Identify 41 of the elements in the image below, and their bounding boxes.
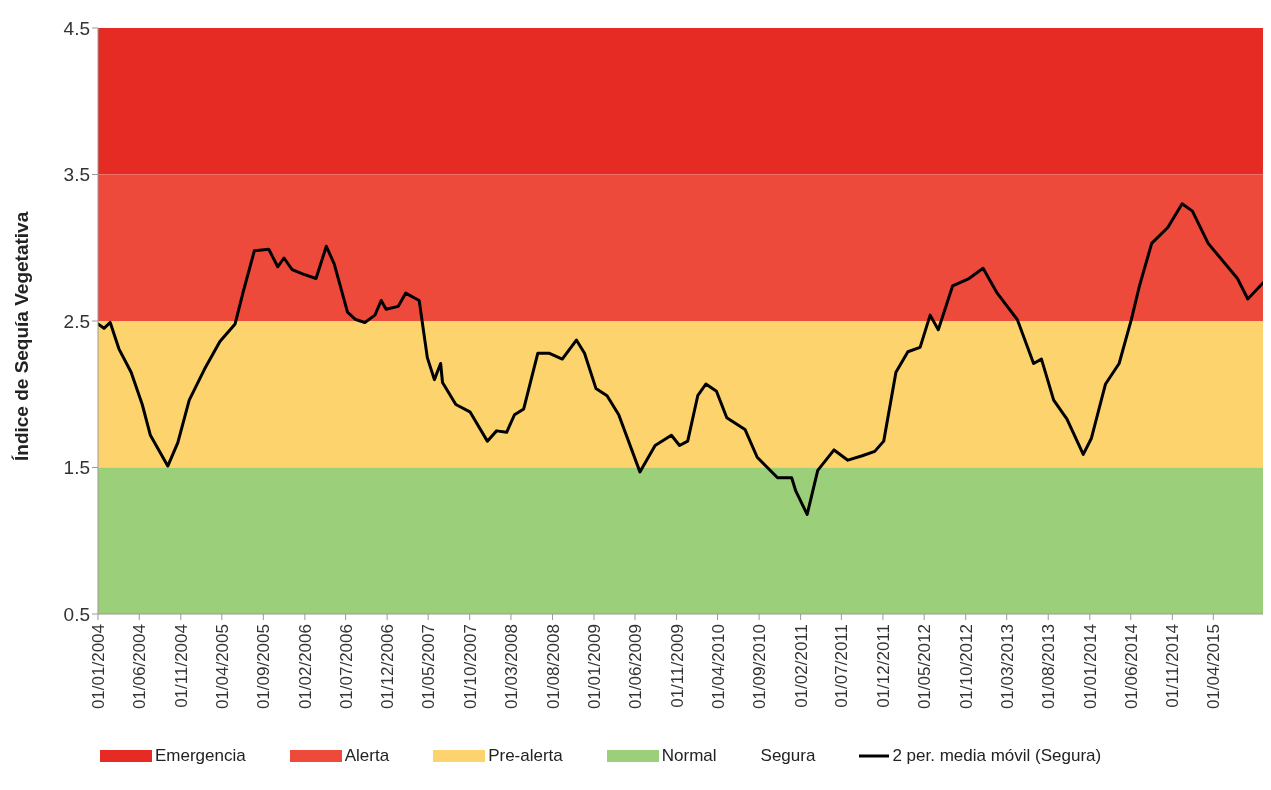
x-tick-label: 01/04/2010 xyxy=(708,624,728,710)
x-tick-label: 01/01/2009 xyxy=(585,624,605,710)
y-tick-label: 2.5 xyxy=(63,310,90,332)
x-tick-label: 01/10/2012 xyxy=(956,624,976,710)
x-tick-label: 01/03/2008 xyxy=(502,624,522,710)
text: Segura xyxy=(760,746,816,766)
legend-label: Alerta xyxy=(344,746,390,766)
legend-label: Pre-alerta xyxy=(488,746,563,766)
y-tick-label: 0.5 xyxy=(63,603,90,625)
x-tick-label: 01/03/2013 xyxy=(997,624,1017,710)
x-tick-label: 01/02/2011 xyxy=(791,624,811,708)
x-tick-label: 01/06/2009 xyxy=(626,624,646,710)
x-tick-label: 01/01/2004 xyxy=(89,624,109,710)
x-tick-label: 01/05/2012 xyxy=(915,624,935,710)
x-tick-label: 01/06/2004 xyxy=(130,624,150,710)
x-tick-label: 01/11/2009 xyxy=(667,624,687,708)
x-tick-label: 01/02/2006 xyxy=(295,624,315,710)
x-tick-label: 01/04/2015 xyxy=(1204,624,1224,710)
x-tick-label: 01/08/2008 xyxy=(543,624,563,710)
y-tick-label: 4.5 xyxy=(63,17,90,39)
x-tick-label: 01/06/2014 xyxy=(1121,624,1141,710)
x-tick-label: 01/01/2014 xyxy=(1080,624,1100,710)
x-tick-label: 01/11/2014 xyxy=(1163,624,1183,708)
x-tick-label: 01/09/2010 xyxy=(750,624,770,710)
y-tick-label: 1.5 xyxy=(63,457,90,479)
x-tick-label: 01/04/2005 xyxy=(212,624,232,710)
line-series xyxy=(98,202,1263,516)
legend-label: 2 per. media móvil (Segura) xyxy=(892,746,1102,766)
x-tick-label: 01/11/2004 xyxy=(171,624,191,708)
x-tick-label: 01/07/2006 xyxy=(336,624,356,710)
x-tick-label: 01/09/2005 xyxy=(254,624,274,710)
x-tick-label: 01/07/2011 xyxy=(832,624,852,708)
x-tick-label: 01/10/2007 xyxy=(460,624,480,710)
x-tick-label: 01/12/2011 xyxy=(873,624,893,708)
y-tick-label: 3.5 xyxy=(63,164,90,186)
y-axis-title: Índice de Sequía Vegetativa xyxy=(10,211,32,461)
x-tick-label: 01/08/2013 xyxy=(1039,624,1059,710)
legend-label: Emergencia xyxy=(155,746,246,766)
x-tick-label: 01/05/2007 xyxy=(419,624,439,710)
legend-label: Normal xyxy=(661,746,717,766)
x-tick-label: 01/12/2006 xyxy=(378,624,398,710)
